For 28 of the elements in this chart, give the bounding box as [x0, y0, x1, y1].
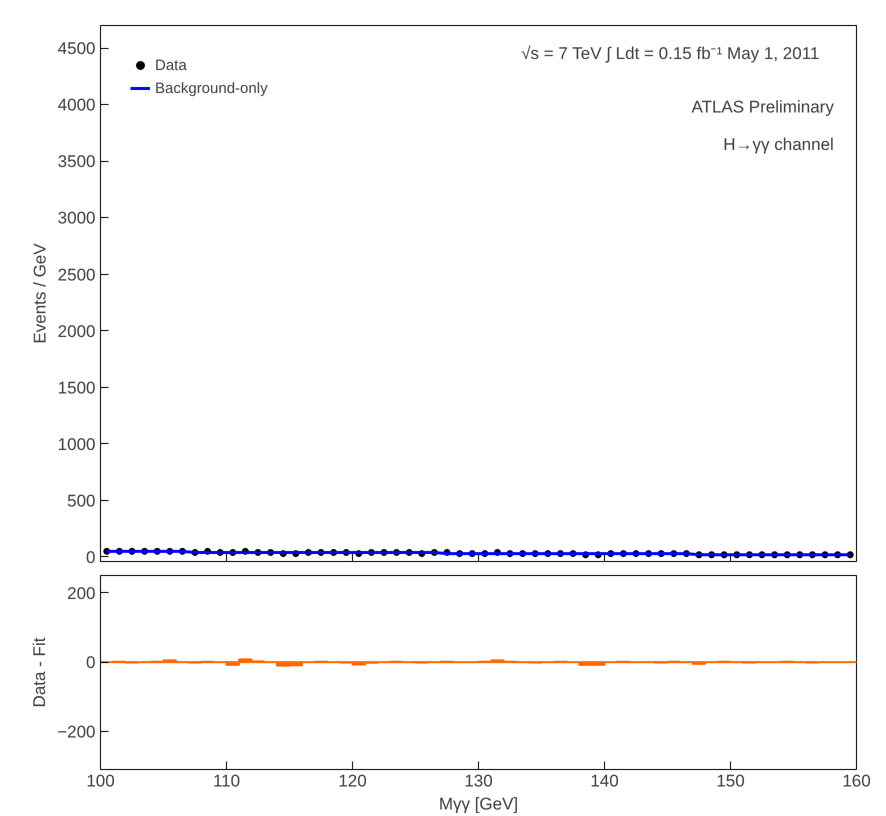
y-tick-label: 3500	[58, 152, 96, 172]
legend-label: Data	[155, 56, 187, 74]
y-tick-label: 4000	[58, 96, 96, 115]
x-tick-label: 160	[842, 772, 871, 790]
x-tick-label: 120	[338, 772, 367, 790]
annotation: √s = 7 TeV ∫ Ldt = 0.15 fb⁻¹ May 1, 2011	[521, 44, 820, 64]
annotation: H→γγ channel	[723, 135, 834, 154]
annotation: ATLAS Preliminary	[691, 98, 834, 117]
legend-label: Background-only	[155, 80, 268, 96]
y-axis-title: Events / GeV	[30, 242, 50, 344]
y-tick-label: 0	[86, 548, 96, 567]
y-axis-title: Data - Fit	[30, 637, 50, 708]
x-tick-label: 140	[590, 772, 619, 790]
y-tick-label: 2500	[58, 265, 96, 284]
y-tick-label: 3000	[58, 208, 96, 228]
y-tick-label: 200	[67, 584, 96, 603]
x-axis-title: Mγγ [GeV]	[438, 794, 518, 814]
y-tick-label: 1500	[58, 378, 96, 398]
y-tick-label: 2000	[58, 322, 96, 341]
y-tick-label: 500	[67, 491, 96, 510]
y-tick-label: 1000	[58, 434, 96, 454]
x-tick-label: 150	[716, 772, 745, 790]
y-tick-label: −200	[57, 722, 96, 742]
x-tick-label: 110	[212, 772, 240, 790]
x-tick-label: 100	[86, 772, 115, 790]
y-tick-label: 0	[86, 653, 96, 672]
y-tick-label: 4500	[58, 39, 96, 58]
x-tick-label: 130	[464, 772, 493, 790]
